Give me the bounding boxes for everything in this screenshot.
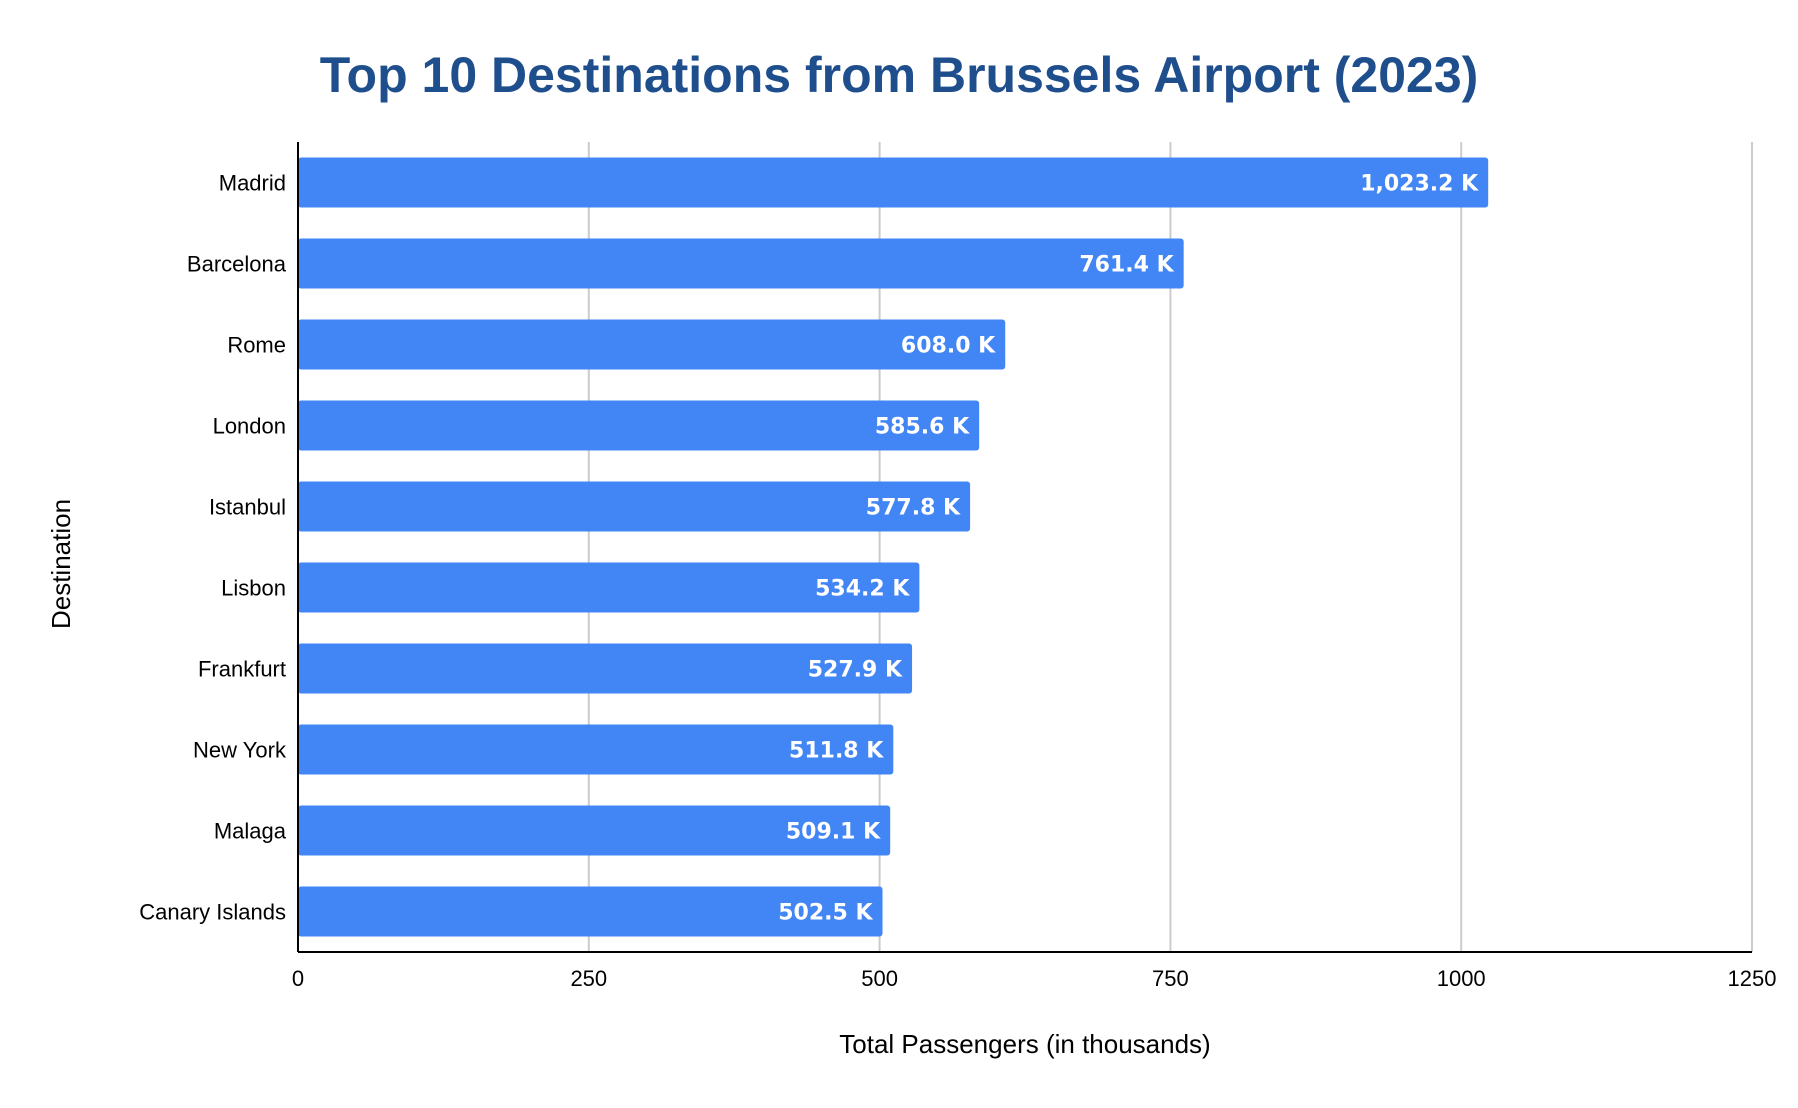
- bar-madrid: [298, 157, 1489, 208]
- chart-title: Top 10 Destinations from Brussels Airpor…: [319, 47, 1479, 103]
- data-label-london: 585.6 K: [875, 415, 970, 440]
- y-tick-label-madrid: Madrid: [219, 171, 286, 196]
- x-tick-labels: 0 250 500 750 1000 1250: [292, 966, 1777, 991]
- data-label-lisbon: 534.2 K: [815, 577, 910, 602]
- data-label-madrid: 1,023.2 K: [1360, 172, 1479, 197]
- data-label-canary-islands: 502.5 K: [778, 901, 873, 926]
- bar-london: [298, 400, 980, 451]
- x-tick-label-0: 0: [292, 966, 304, 991]
- x-tick-label-750: 750: [1152, 966, 1189, 991]
- bar-istanbul: [298, 481, 971, 532]
- bar-canary-islands: [298, 886, 883, 937]
- y-tick-label-lisbon: Lisbon: [221, 576, 286, 601]
- y-tick-label-canary-islands: Canary Islands: [139, 900, 286, 925]
- y-tick-label-london: London: [213, 414, 286, 439]
- data-label-frankfurt: 527.9 K: [808, 658, 903, 683]
- axes: [297, 142, 1752, 953]
- x-tick-label-500: 500: [861, 966, 898, 991]
- x-axis-title: Total Passengers (in thousands): [839, 1029, 1210, 1059]
- data-label-malaga: 509.1 K: [786, 820, 881, 845]
- data-label-rome: 608.0 K: [901, 334, 996, 359]
- y-tick-label-barcelona: Barcelona: [187, 252, 287, 277]
- bar-lisbon: [298, 562, 920, 613]
- bars: [298, 157, 1489, 937]
- y-tick-label-new-york: New York: [193, 738, 287, 763]
- bar-new-york: [298, 724, 894, 775]
- y-tick-label-istanbul: Istanbul: [209, 495, 286, 520]
- x-tick-label-1250: 1250: [1728, 966, 1777, 991]
- y-tick-label-frankfurt: Frankfurt: [198, 657, 286, 682]
- bar-frankfurt: [298, 643, 913, 694]
- data-label-new-york: 511.8 K: [789, 739, 884, 764]
- x-tick-label-250: 250: [570, 966, 607, 991]
- x-tick-label-1000: 1000: [1437, 966, 1486, 991]
- y-axis-title: Destination: [46, 499, 76, 629]
- bar-malaga: [298, 805, 891, 856]
- bar-barcelona: [298, 238, 1184, 289]
- y-tick-label-malaga: Malaga: [214, 819, 287, 844]
- y-tick-labels: Madrid Barcelona Rome London Istanbul Lisbon F…: [139, 171, 287, 925]
- y-tick-label-rome: Rome: [227, 333, 286, 358]
- data-labels: 1,023.2 K 761.4 K 608.0 K 585.6 K 577.8 K 534…: [778, 172, 1479, 926]
- bar-rome: [298, 319, 1006, 370]
- data-label-istanbul: 577.8 K: [866, 496, 961, 521]
- data-label-barcelona: 761.4 K: [1079, 253, 1174, 278]
